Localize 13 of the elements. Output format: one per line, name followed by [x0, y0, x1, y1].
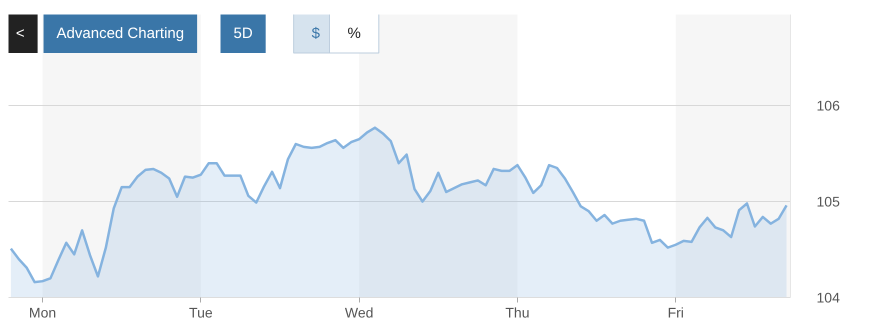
x-tick-label: Wed — [344, 304, 374, 320]
annotation: Advanced Charting — [56, 24, 184, 42]
x-tick-label: Fri — [668, 304, 684, 320]
annotation: < — [16, 24, 25, 42]
y-tick-label: 105 — [816, 194, 840, 210]
x-tick-label: Tue — [189, 304, 213, 320]
annotation: $ — [312, 24, 321, 42]
annotation: % — [347, 24, 361, 42]
y-tick-label: 106 — [816, 98, 840, 114]
annotation: 5D — [234, 24, 253, 42]
x-tick-label: Mon — [28, 304, 56, 320]
y-tick-label: 104 — [816, 290, 840, 306]
x-tick-label: Thu — [505, 304, 530, 320]
